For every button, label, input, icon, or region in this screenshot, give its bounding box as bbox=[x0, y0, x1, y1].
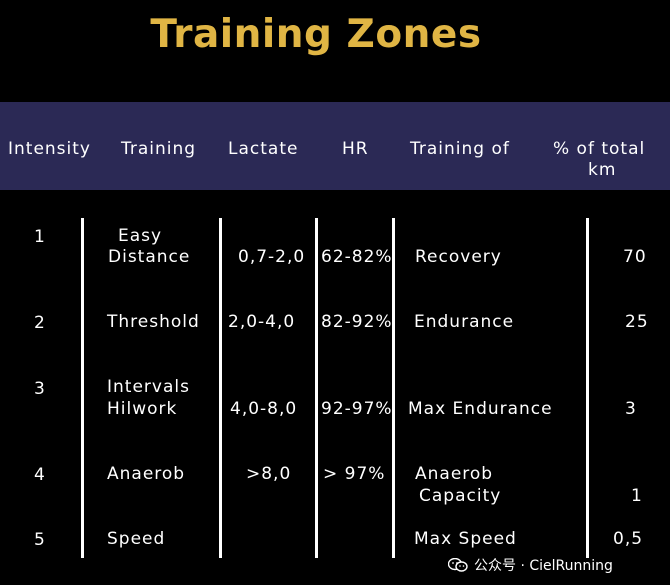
row4-intensity: 4 bbox=[34, 465, 46, 485]
row5-training: Speed bbox=[107, 529, 166, 549]
row4-hr: > 97% bbox=[323, 464, 386, 484]
row5-intensity: 5 bbox=[34, 530, 46, 550]
page-title: Training Zones bbox=[150, 12, 482, 57]
row5-pct: 0,5 bbox=[613, 529, 644, 549]
row2-pct: 25 bbox=[625, 312, 649, 332]
header-lactate: Lactate bbox=[228, 139, 299, 159]
header-training: Training bbox=[121, 139, 197, 159]
header-training-of: Training of bbox=[410, 139, 510, 159]
row3-hr: 92-97% bbox=[321, 399, 393, 419]
row3-training-line1: Intervals bbox=[107, 377, 190, 397]
watermark-text: 公众号 · CielRunning bbox=[474, 558, 613, 574]
row1-training-line1: Easy bbox=[118, 226, 163, 246]
row1-training-of: Recovery bbox=[415, 247, 502, 267]
header-pct-total: % of total bbox=[553, 139, 646, 159]
row3-pct: 3 bbox=[625, 399, 637, 419]
row2-lactate: 2,0-4,0 bbox=[228, 312, 296, 332]
row1-pct: 70 bbox=[623, 247, 647, 267]
row2-training-of: Endurance bbox=[414, 312, 515, 332]
column-divider bbox=[392, 218, 395, 558]
row4-pct: 1 bbox=[631, 486, 643, 506]
row1-lactate: 0,7-2,0 bbox=[238, 247, 306, 267]
row3-training-of: Max Endurance bbox=[408, 399, 553, 419]
column-divider bbox=[219, 218, 222, 558]
row3-intensity: 3 bbox=[34, 379, 46, 399]
wechat-icon bbox=[447, 557, 468, 572]
watermark: 公众号 · CielRunning bbox=[447, 555, 613, 575]
row4-training-of-line1: Anaerob bbox=[415, 464, 494, 484]
row1-intensity: 1 bbox=[34, 227, 46, 247]
header-intensity: Intensity bbox=[8, 139, 91, 159]
row2-intensity: 2 bbox=[34, 313, 46, 333]
row4-training: Anaerob bbox=[107, 464, 186, 484]
header-pct-km: km bbox=[588, 160, 617, 180]
row1-training-line2: Distance bbox=[108, 247, 191, 267]
row5-training-of: Max Speed bbox=[414, 529, 517, 549]
row3-training-line2: Hilwork bbox=[107, 399, 178, 419]
row3-lactate: 4,0-8,0 bbox=[230, 399, 298, 419]
row1-hr: 62-82% bbox=[321, 247, 393, 267]
row4-training-of-line2: Capacity bbox=[419, 486, 502, 506]
column-divider bbox=[586, 218, 589, 558]
row2-training: Threshold bbox=[107, 312, 200, 332]
header-hr: HR bbox=[342, 139, 369, 159]
row4-lactate: >8,0 bbox=[246, 464, 292, 484]
row2-hr: 82-92% bbox=[321, 312, 393, 332]
table-header bbox=[0, 102, 670, 190]
column-divider bbox=[315, 218, 318, 558]
column-divider bbox=[81, 218, 84, 558]
